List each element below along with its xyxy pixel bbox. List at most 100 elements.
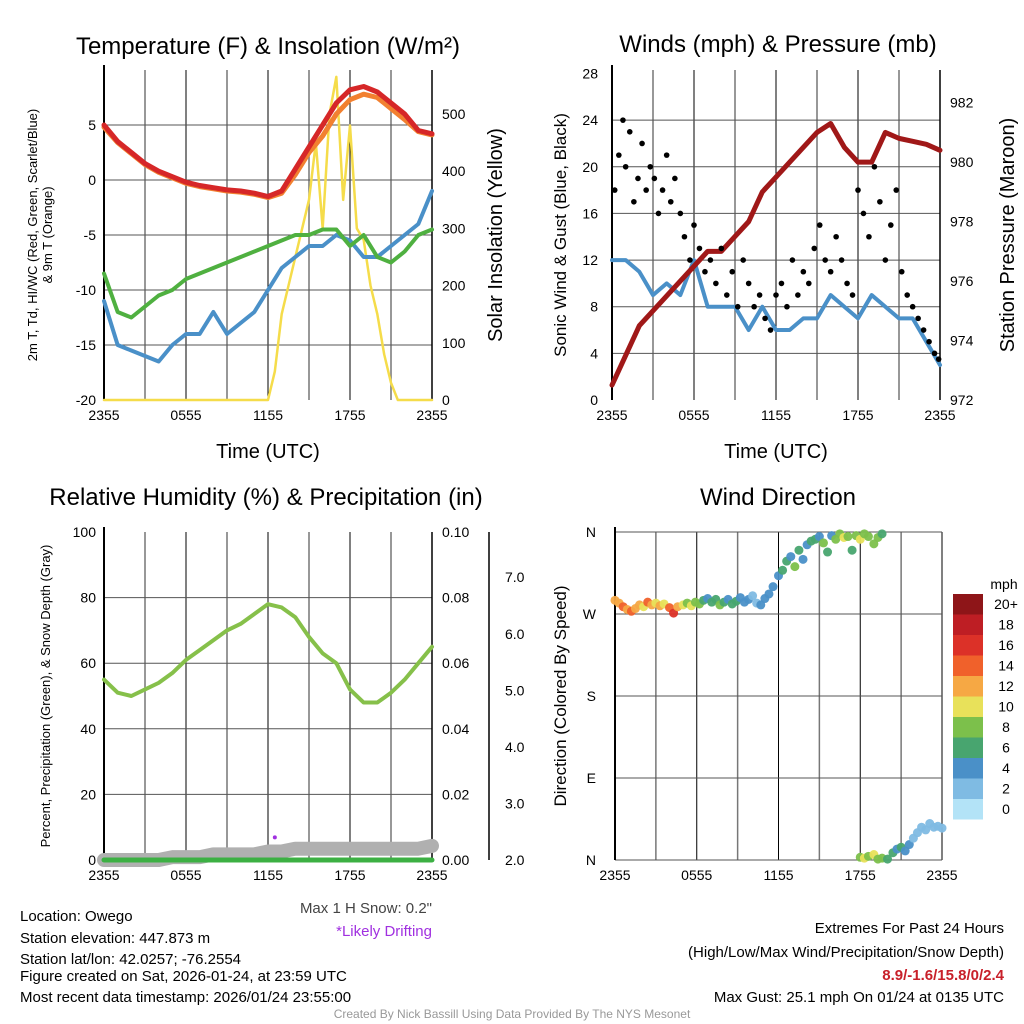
- legend-label: 14: [998, 658, 1014, 674]
- temp-xtick-label: 0555: [170, 407, 201, 423]
- likely-drifting-text: *Likely Drifting: [336, 923, 432, 940]
- rh-line: [102, 602, 434, 705]
- direction-point: [883, 854, 892, 864]
- gust-point: [647, 163, 654, 170]
- dir-xtick-label: 1155: [763, 867, 793, 883]
- direction-point: [818, 538, 828, 548]
- gust-point: [745, 280, 752, 287]
- max-gust-text: Max Gust: 25.1 mph On 01/24 at 0135 UTC: [714, 989, 1004, 1006]
- gust-point: [778, 280, 785, 287]
- gust-point: [626, 129, 633, 135]
- gust-point: [860, 210, 867, 217]
- temp-ylabel-right: Solar Insolation (Yellow): [485, 128, 507, 342]
- drifting-marker: [272, 835, 277, 840]
- pressure-line: [609, 121, 943, 388]
- rh-ytick-label: 40: [80, 721, 96, 737]
- wind-rtick-label: 972: [950, 392, 974, 408]
- gust-point: [740, 257, 746, 263]
- direction-point: [869, 539, 879, 549]
- wind-ytick-label: 16: [582, 205, 598, 221]
- gust-point: [811, 245, 818, 252]
- wind-xtick-label: 2355: [924, 407, 955, 423]
- elevation-text: Station elevation: 447.873 m: [20, 930, 210, 947]
- temp-ylabel-line2: & 9m T (Orange): [40, 186, 55, 283]
- direction-point: [768, 582, 778, 592]
- precip-tick-label: 0.02: [442, 786, 469, 802]
- temp-rtick-label: 500: [442, 106, 466, 122]
- gust-point: [751, 303, 757, 310]
- legend-label: 16: [998, 637, 1014, 653]
- wind-xtick-label: 1155: [761, 407, 791, 423]
- direction-point: [794, 545, 804, 555]
- dir-ylabel: Direction (Colored By Speed): [551, 585, 570, 806]
- wind-ylabel: Sonic Wind & Gust (Blue, Black): [551, 113, 570, 357]
- wind-rtick-label: 980: [950, 154, 974, 170]
- legend-swatch: [953, 737, 983, 758]
- gust-point: [622, 163, 629, 170]
- gust-point: [784, 303, 790, 310]
- gust-point: [915, 315, 921, 322]
- direction-point: [790, 562, 800, 572]
- rh-ytick-label: 60: [80, 655, 96, 671]
- sonic-wind-line: [610, 258, 942, 368]
- gust-point: [833, 233, 839, 240]
- precip-tick-label: 0.00: [442, 852, 469, 868]
- gust-point: [827, 268, 834, 275]
- rh-plot-area: 2355 0555 1155 1755 2355: [88, 527, 448, 883]
- wind-panel-title: Winds (mph) & Pressure (mb): [619, 31, 936, 58]
- gust-point: [855, 187, 861, 193]
- rh-ytick-label: 100: [73, 524, 97, 540]
- gust-point: [767, 327, 774, 333]
- direction-point: [778, 565, 788, 575]
- legend-label: 20+: [994, 596, 1018, 612]
- legend-swatch: [953, 594, 983, 615]
- gust-point: [904, 292, 910, 298]
- direction-point: [823, 547, 833, 557]
- gust-point: [909, 303, 916, 310]
- temp-panel-title: Temperature (F) & Insolation (W/m²): [76, 33, 460, 60]
- dir-ytick-label: S: [587, 688, 596, 704]
- gust-point: [729, 268, 736, 275]
- gust-point: [888, 222, 894, 228]
- legend-swatch: [953, 676, 983, 697]
- direction-point: [843, 532, 853, 542]
- dir-ytick-label: W: [583, 606, 597, 622]
- wind-ytick-label: 4: [590, 345, 598, 361]
- wind-xlabel: Time (UTC): [724, 441, 828, 463]
- gust-point: [866, 233, 872, 240]
- rh-xtick-label: 1755: [334, 867, 365, 883]
- gust-point: [620, 117, 626, 123]
- dir-plot-area: 2355 0555 1155 1755 2355: [599, 527, 958, 883]
- legend-label: 4: [1002, 760, 1010, 776]
- direction-point: [756, 600, 766, 610]
- dir-ytick-label: E: [587, 770, 596, 786]
- extremes-subtitle: (High/Low/Max Wind/Precipitation/Snow De…: [688, 944, 1004, 961]
- precip-tick-label: 0.06: [442, 655, 469, 671]
- precip-tick-label: 0.10: [442, 524, 469, 540]
- wind-rtick-label: 982: [950, 95, 974, 111]
- dir-xtick-label: 2355: [599, 867, 630, 883]
- dir-ytick-label: N: [586, 524, 596, 540]
- gust-point: [926, 338, 932, 345]
- snow-tick-label: 3.0: [505, 795, 525, 811]
- temp-ytick-label: -5: [84, 227, 97, 243]
- snow-tick-label: 7.0: [505, 569, 525, 585]
- gust-point: [635, 175, 641, 182]
- gust-point: [663, 152, 670, 158]
- rh-xtick-label: 2355: [416, 867, 447, 883]
- direction-point: [786, 552, 796, 562]
- legend-title: mph: [990, 576, 1017, 592]
- direction-point: [904, 840, 914, 850]
- legend-label: 8: [1002, 719, 1010, 735]
- direction-point: [814, 532, 824, 542]
- temp-xtick-label: 1155: [253, 407, 283, 423]
- speed-legend: 20+ 18 16 14 12 10 8 6 4 2 0: [953, 594, 1018, 820]
- gust-point: [756, 292, 763, 298]
- gust-point: [691, 222, 697, 228]
- extremes-title: Extremes For Past 24 Hours: [815, 920, 1004, 937]
- wind-ytick-label: 20: [582, 159, 598, 175]
- gust-point: [707, 257, 714, 263]
- rh-xtick-label: 0555: [170, 867, 201, 883]
- dir-xtick-label: 1755: [845, 867, 876, 883]
